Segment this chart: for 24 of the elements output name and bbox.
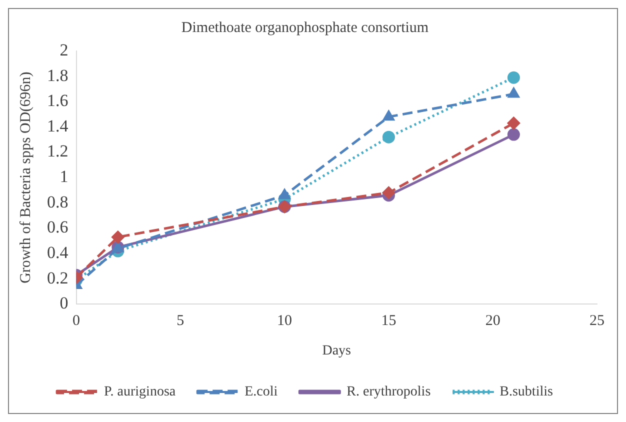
- y-tick-label: 0.6: [47, 218, 68, 237]
- legend-label: B.subtilis: [500, 384, 553, 400]
- y-tick-label: 0.4: [47, 243, 69, 262]
- y-axis-title: Growth of Bacteria spps OD(696n): [18, 72, 34, 284]
- legend-label: R. erythropolis: [346, 384, 431, 400]
- x-tick-label: 5: [176, 313, 184, 330]
- x-tick-label: 25: [590, 313, 604, 330]
- y-tick-label: 0.2: [47, 268, 68, 288]
- y-tick-label: 2: [60, 40, 68, 60]
- y-tick-label: 0.8: [47, 192, 68, 212]
- y-tick-label: 1.4: [47, 116, 69, 136]
- x-axis-title: Days: [322, 343, 352, 358]
- y-tick-label: 1.8: [47, 66, 68, 85]
- y-tick-label: 0: [60, 294, 68, 313]
- x-tick-label: 0: [72, 313, 80, 330]
- x-tick-label: 10: [277, 313, 292, 330]
- x-tick-label: 15: [381, 313, 396, 330]
- y-tick-label: 1.2: [47, 142, 68, 161]
- y-tick-label: 1.6: [47, 91, 68, 110]
- chart-title: Dimethoate organophosphate consortium: [181, 20, 429, 36]
- legend-label: P. auriginosa: [104, 384, 176, 400]
- x-tick-label: 20: [485, 313, 500, 330]
- legend-label: E.coli: [244, 384, 278, 400]
- y-tick-label: 1: [60, 167, 68, 186]
